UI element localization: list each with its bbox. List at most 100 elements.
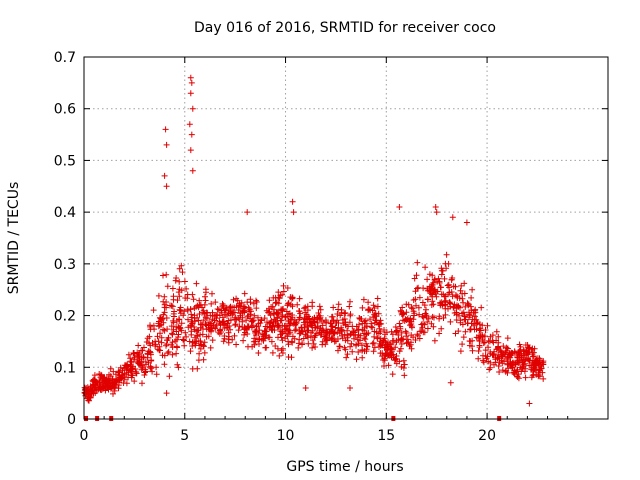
- data-point: [535, 373, 542, 380]
- data-point: [81, 390, 88, 396]
- data-point: [206, 319, 213, 326]
- data-point: [288, 295, 295, 302]
- data-point: [274, 317, 281, 324]
- data-point: [399, 304, 406, 311]
- data-point: [302, 385, 309, 391]
- data-point: [342, 322, 349, 329]
- data-point: [265, 334, 272, 341]
- data-point: [413, 272, 420, 279]
- data-point: [234, 297, 241, 304]
- data-point: [227, 303, 234, 310]
- data-point: [447, 300, 454, 307]
- data-point: [253, 305, 260, 312]
- data-point: [225, 317, 232, 324]
- data-point: [430, 279, 437, 286]
- x-tick-label: 20: [478, 428, 496, 444]
- data-point: [476, 344, 483, 351]
- data-point: [164, 283, 171, 290]
- data-point: [249, 343, 256, 350]
- data-point: [186, 338, 193, 345]
- y-tick-label: 0.5: [54, 153, 76, 169]
- data-point: [177, 307, 184, 314]
- data-point: [421, 329, 428, 336]
- data-point: [347, 331, 354, 338]
- data-point: [158, 339, 165, 346]
- data-point: [283, 308, 290, 315]
- data-point: [118, 375, 125, 382]
- data-point: [323, 336, 330, 343]
- data-point: [244, 209, 251, 216]
- data-point: [241, 331, 248, 338]
- data-point: [459, 341, 466, 348]
- data-point: [333, 338, 339, 345]
- data-point: [363, 340, 370, 347]
- data-point: [193, 280, 200, 287]
- data-point: [498, 348, 505, 355]
- data-point: [430, 286, 437, 293]
- data-point: [495, 363, 502, 369]
- data-point: [164, 337, 170, 344]
- data-point: [397, 325, 404, 332]
- data-point: [158, 316, 165, 323]
- data-point: [224, 320, 231, 327]
- data-point: [370, 314, 377, 321]
- data-point: [215, 306, 222, 313]
- data-point: [115, 368, 122, 375]
- data-point: [524, 342, 531, 348]
- data-point: [327, 320, 334, 326]
- data-point: [144, 351, 151, 358]
- data-point: [149, 368, 156, 375]
- data-point: [381, 363, 387, 369]
- data-point: [143, 361, 149, 368]
- data-point: [85, 395, 91, 402]
- data-point: [452, 283, 459, 290]
- data-point: [204, 315, 211, 322]
- data-point: [533, 360, 540, 367]
- data-point: [303, 327, 309, 334]
- data-point: [176, 286, 183, 293]
- data-point: [225, 329, 232, 336]
- data-point: [116, 379, 123, 386]
- data-point: [473, 334, 480, 341]
- data-point: [308, 319, 315, 326]
- data-point: [98, 372, 105, 379]
- data-point: [476, 327, 483, 334]
- data-point: [407, 341, 414, 348]
- data-point: [188, 331, 195, 338]
- data-point: [187, 348, 194, 355]
- data-point: [137, 361, 143, 368]
- data-point: [199, 331, 206, 338]
- data-point: [347, 311, 354, 318]
- data-point: [415, 304, 422, 311]
- data-point: [520, 363, 527, 370]
- data-point: [188, 131, 195, 138]
- data-point: [430, 323, 437, 330]
- data-point: [172, 338, 179, 345]
- data-point: [334, 317, 341, 324]
- data-point: [276, 352, 283, 359]
- data-point: [329, 334, 336, 341]
- data-point: [128, 372, 135, 379]
- data-point: [471, 313, 478, 320]
- data-point: [274, 345, 281, 352]
- data-point: [396, 358, 403, 365]
- data-point: [169, 285, 176, 292]
- data-point: [187, 90, 194, 97]
- data-point: [175, 364, 182, 371]
- data-point: [462, 303, 469, 310]
- data-point: [456, 312, 462, 319]
- data-point: [304, 332, 310, 339]
- data-point: [160, 311, 167, 318]
- x-tick-label: 0: [80, 428, 89, 444]
- data-point: [401, 372, 408, 379]
- data-point: [233, 341, 240, 348]
- data-point: [255, 350, 262, 356]
- data-point: [356, 315, 363, 321]
- data-point: [212, 312, 219, 319]
- data-point: [163, 271, 170, 278]
- data-point: [370, 302, 377, 309]
- data-point: [92, 385, 99, 392]
- data-point: [150, 307, 157, 314]
- data-point: [400, 336, 407, 343]
- data-point: [115, 374, 122, 380]
